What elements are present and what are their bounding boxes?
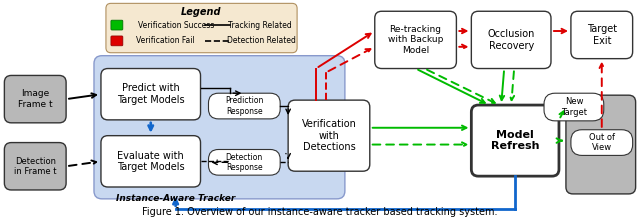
Text: Re-tracking
with Backup
Model: Re-tracking with Backup Model bbox=[388, 25, 444, 55]
Text: Image
Frame t: Image Frame t bbox=[18, 89, 52, 109]
Text: Prediction
Response: Prediction Response bbox=[225, 96, 264, 116]
FancyBboxPatch shape bbox=[571, 11, 632, 59]
Text: Model
Refresh: Model Refresh bbox=[491, 130, 540, 151]
FancyBboxPatch shape bbox=[571, 130, 632, 155]
FancyBboxPatch shape bbox=[111, 20, 123, 30]
Text: Legend: Legend bbox=[181, 7, 222, 17]
FancyBboxPatch shape bbox=[101, 69, 200, 120]
Text: Predict with
Target Models: Predict with Target Models bbox=[117, 83, 184, 105]
Text: Target
Exit: Target Exit bbox=[587, 24, 617, 46]
FancyBboxPatch shape bbox=[471, 11, 551, 69]
FancyBboxPatch shape bbox=[209, 93, 280, 119]
Text: New
Target: New Target bbox=[561, 97, 587, 117]
FancyBboxPatch shape bbox=[209, 150, 280, 175]
FancyBboxPatch shape bbox=[375, 11, 456, 69]
FancyBboxPatch shape bbox=[471, 105, 559, 176]
Text: Verification Success: Verification Success bbox=[138, 21, 215, 30]
FancyBboxPatch shape bbox=[4, 75, 66, 123]
FancyBboxPatch shape bbox=[544, 93, 604, 121]
Text: Detection Related: Detection Related bbox=[227, 36, 296, 45]
Text: Instance-Aware Tracker: Instance-Aware Tracker bbox=[116, 194, 236, 203]
FancyBboxPatch shape bbox=[111, 36, 123, 46]
Text: Evaluate with
Target Models: Evaluate with Target Models bbox=[117, 150, 184, 172]
FancyBboxPatch shape bbox=[94, 56, 345, 199]
FancyBboxPatch shape bbox=[4, 143, 66, 190]
Text: Out of
View: Out of View bbox=[589, 133, 615, 152]
Text: Verification Fail: Verification Fail bbox=[136, 36, 195, 45]
Text: Occlusion
Recovery: Occlusion Recovery bbox=[488, 29, 535, 51]
Text: Detection
in Frame t: Detection in Frame t bbox=[14, 157, 56, 176]
Text: Verification
with
Detections: Verification with Detections bbox=[301, 119, 356, 152]
FancyBboxPatch shape bbox=[101, 136, 200, 187]
Text: Figure 1. Overview of our instance-aware tracker based tracking system.: Figure 1. Overview of our instance-aware… bbox=[142, 207, 498, 217]
FancyBboxPatch shape bbox=[566, 95, 636, 194]
FancyBboxPatch shape bbox=[106, 3, 297, 53]
Text: Tracking Related: Tracking Related bbox=[228, 21, 292, 30]
Text: Detection
Response: Detection Response bbox=[226, 153, 263, 172]
FancyBboxPatch shape bbox=[288, 100, 370, 171]
